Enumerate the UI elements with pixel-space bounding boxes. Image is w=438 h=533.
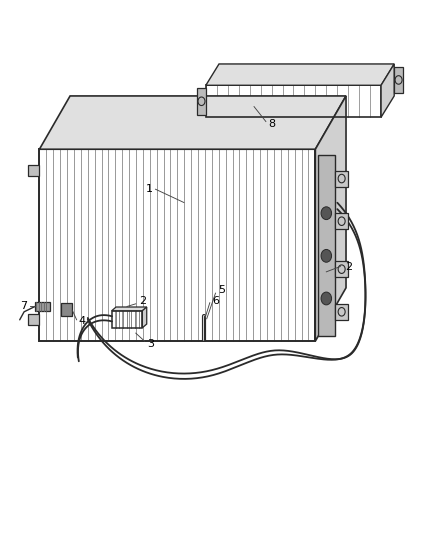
Text: 3: 3 [148, 339, 155, 349]
Circle shape [321, 292, 332, 305]
Polygon shape [394, 67, 403, 93]
Text: 2: 2 [345, 262, 352, 271]
Polygon shape [39, 96, 346, 149]
Text: 7: 7 [21, 302, 28, 311]
Polygon shape [381, 64, 394, 117]
Bar [61, 303, 72, 316]
Polygon shape [28, 165, 39, 176]
Text: 2: 2 [139, 296, 146, 306]
Text: 8: 8 [268, 119, 275, 128]
Polygon shape [142, 307, 147, 328]
Polygon shape [335, 213, 348, 229]
Polygon shape [315, 96, 346, 341]
Text: 5: 5 [218, 286, 225, 295]
Polygon shape [335, 304, 348, 320]
Circle shape [321, 249, 332, 262]
Text: 1: 1 [145, 184, 152, 194]
Polygon shape [335, 171, 348, 187]
Polygon shape [335, 261, 348, 277]
Polygon shape [112, 307, 147, 311]
Text: 6: 6 [212, 296, 219, 305]
Polygon shape [197, 88, 206, 115]
Text: 4: 4 [79, 317, 86, 326]
Polygon shape [318, 155, 335, 336]
Circle shape [321, 207, 332, 220]
Bar [35, 302, 50, 311]
Polygon shape [28, 314, 39, 325]
Polygon shape [206, 64, 394, 85]
